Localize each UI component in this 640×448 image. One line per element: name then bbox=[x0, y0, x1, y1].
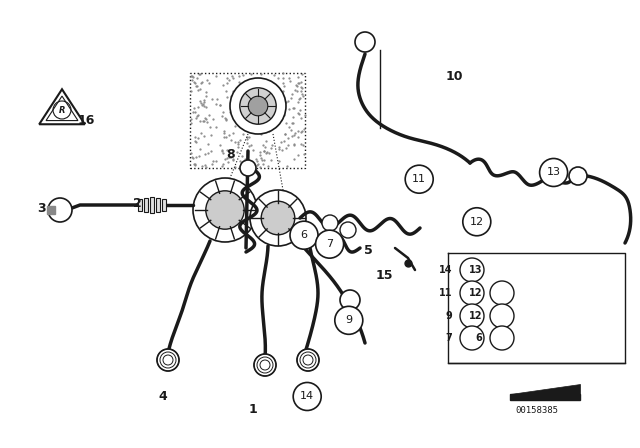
Text: 9: 9 bbox=[445, 311, 452, 321]
Circle shape bbox=[293, 383, 321, 410]
Text: 14: 14 bbox=[300, 392, 314, 401]
Circle shape bbox=[540, 159, 568, 186]
Text: 12: 12 bbox=[468, 311, 482, 321]
Circle shape bbox=[297, 349, 319, 371]
Bar bbox=[144, 198, 148, 212]
Circle shape bbox=[240, 88, 276, 124]
Text: 5: 5 bbox=[364, 244, 372, 258]
Circle shape bbox=[248, 96, 268, 116]
Circle shape bbox=[261, 201, 295, 235]
Circle shape bbox=[322, 215, 338, 231]
Polygon shape bbox=[47, 206, 55, 214]
Text: 3: 3 bbox=[37, 202, 46, 215]
Text: 16: 16 bbox=[77, 114, 95, 128]
Text: 10: 10 bbox=[445, 69, 463, 83]
Circle shape bbox=[490, 281, 514, 305]
Circle shape bbox=[316, 230, 344, 258]
Text: 2: 2 bbox=[133, 197, 142, 211]
Circle shape bbox=[460, 304, 484, 328]
Circle shape bbox=[355, 32, 375, 52]
Circle shape bbox=[254, 354, 276, 376]
Circle shape bbox=[335, 306, 363, 334]
Text: 11: 11 bbox=[438, 288, 452, 298]
Circle shape bbox=[157, 349, 179, 371]
Text: 00158385: 00158385 bbox=[515, 405, 558, 414]
Circle shape bbox=[490, 304, 514, 328]
Circle shape bbox=[569, 167, 587, 185]
Circle shape bbox=[193, 178, 257, 242]
Text: 7: 7 bbox=[445, 333, 452, 343]
Circle shape bbox=[463, 208, 491, 236]
Circle shape bbox=[405, 165, 433, 193]
Text: 1: 1 bbox=[248, 403, 257, 417]
Text: 8: 8 bbox=[226, 148, 235, 161]
Text: R: R bbox=[59, 105, 65, 115]
Circle shape bbox=[460, 326, 484, 350]
Circle shape bbox=[48, 198, 72, 222]
Circle shape bbox=[340, 222, 356, 238]
Text: 9: 9 bbox=[345, 315, 353, 325]
Circle shape bbox=[290, 221, 318, 249]
Text: 13: 13 bbox=[468, 265, 482, 275]
Text: 7: 7 bbox=[326, 239, 333, 249]
Text: 12: 12 bbox=[468, 288, 482, 298]
Circle shape bbox=[240, 160, 256, 176]
Text: 12: 12 bbox=[470, 217, 484, 227]
Circle shape bbox=[250, 190, 306, 246]
Bar bbox=[138, 199, 142, 211]
Text: 6: 6 bbox=[476, 333, 482, 343]
Bar bbox=[162, 199, 166, 211]
Text: 14: 14 bbox=[438, 265, 452, 275]
Text: 4: 4 bbox=[159, 390, 168, 403]
Circle shape bbox=[490, 326, 514, 350]
Text: 11: 11 bbox=[412, 174, 426, 184]
Circle shape bbox=[206, 191, 244, 229]
Bar bbox=[156, 198, 160, 212]
Text: 13: 13 bbox=[547, 168, 561, 177]
Bar bbox=[150, 197, 154, 213]
Circle shape bbox=[230, 78, 286, 134]
Circle shape bbox=[340, 290, 360, 310]
Polygon shape bbox=[510, 384, 580, 394]
Circle shape bbox=[460, 258, 484, 282]
Text: 15: 15 bbox=[375, 269, 393, 282]
Circle shape bbox=[460, 281, 484, 305]
Text: 6: 6 bbox=[301, 230, 307, 240]
Polygon shape bbox=[510, 394, 580, 400]
FancyBboxPatch shape bbox=[190, 73, 305, 168]
